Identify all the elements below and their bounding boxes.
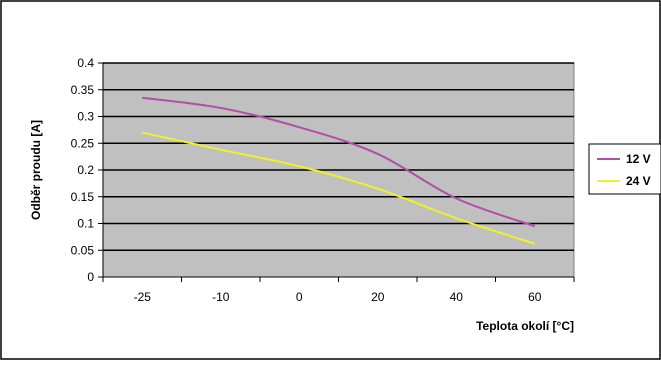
y-tick-label: 0.05 xyxy=(71,243,95,257)
legend-label-12v: 12 V xyxy=(626,152,651,166)
x-tick-label: 40 xyxy=(450,290,464,304)
y-tick-label: 0 xyxy=(87,270,94,284)
y-tick-label: 0.1 xyxy=(77,217,94,231)
x-tick-label: 20 xyxy=(371,290,385,304)
x-axis-title: Teplota okolí [°C] xyxy=(476,319,574,333)
x-tick-label: 0 xyxy=(296,290,303,304)
y-tick-label: 0.4 xyxy=(77,56,94,70)
y-tick-label: 0.25 xyxy=(71,136,95,150)
x-tick-label: -10 xyxy=(212,290,230,304)
y-tick-label: 0.15 xyxy=(71,190,95,204)
y-axis-title: Odběr proudu [A] xyxy=(29,120,43,220)
x-tick-label: 60 xyxy=(528,290,542,304)
y-tick-label: 0.2 xyxy=(77,163,94,177)
y-tick-label: 0.3 xyxy=(77,110,94,124)
x-tick-label: -25 xyxy=(134,290,152,304)
legend-label-24v: 24 V xyxy=(626,174,651,188)
legend: 12 V 24 V xyxy=(589,144,661,194)
y-tick-label: 0.35 xyxy=(71,83,95,97)
